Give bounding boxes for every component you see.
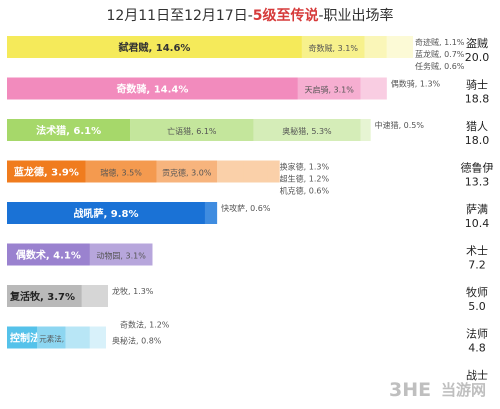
- bar-segment: [364, 36, 387, 58]
- segment-label-outside: 换家德, 1.3%: [280, 162, 330, 172]
- class-total-label: 13.3: [465, 176, 490, 189]
- bar-segment: [400, 36, 414, 58]
- bar-segment: [130, 119, 254, 141]
- segment-label: 动物园, 3.1%: [96, 251, 146, 261]
- segment-label-outside: 超生德, 1.2%: [280, 174, 330, 184]
- segment-label: 瑞德, 3.5%: [100, 168, 142, 178]
- bar-segment: [156, 160, 218, 183]
- watermark-logo-text: 3HE: [389, 379, 431, 401]
- bar-segment: [7, 119, 131, 141]
- class-row: 战士: [466, 369, 488, 382]
- class-total-label: 10.4: [465, 217, 490, 230]
- segment-label-outside: 龙牧, 1.3%: [112, 286, 154, 296]
- segment-label: 奇数贼, 3.1%: [309, 43, 359, 53]
- segment-label-outside: 蓝龙贼, 0.7%: [415, 49, 465, 59]
- segment-label: 法术猎, 6.1%: [36, 124, 101, 137]
- site-watermark: 3HE 当游网: [385, 370, 500, 405]
- title-suffix: -职业出场率: [318, 8, 394, 24]
- watermark-logo: 3HE 当游网: [389, 379, 486, 401]
- segment-label-outside: 快攻萨, 0.6%: [221, 203, 271, 213]
- watermark-site-text: 当游网: [441, 381, 486, 399]
- bar-segment: [297, 77, 361, 100]
- bar-segment: [7, 285, 82, 307]
- class-total-label: 4.8: [468, 342, 486, 355]
- segment-label-outside: 偶数骑, 1.3%: [391, 79, 441, 89]
- bar-segment: [7, 36, 302, 58]
- chart-title: 12月11日至12月17日-5级至传说-职业出场率: [0, 5, 500, 25]
- bar-segment: [253, 119, 361, 141]
- title-rank-range: 5级至传说: [252, 8, 319, 24]
- bar-segment: [7, 243, 90, 266]
- bar-segment: [243, 160, 268, 183]
- bar-segment: [204, 202, 218, 224]
- class-name-label: 牧师: [466, 285, 488, 299]
- segment-label: 贡克德, 3.0%: [162, 168, 212, 178]
- segment-label-outside: 机克德, 0.6%: [280, 186, 330, 196]
- class-name-label: 盗贼: [466, 36, 488, 50]
- bar-segment: [217, 160, 244, 183]
- segment-label: 奥秘猎, 5.3%: [282, 126, 332, 136]
- segment-label: 蓝龙德, 3.9%: [14, 166, 79, 179]
- segment-label-outside: 任务贼, 0.6%: [415, 61, 465, 71]
- class-total-label: 18.8: [465, 93, 490, 106]
- bar-segment: [7, 202, 205, 224]
- bar-segment: [360, 119, 371, 141]
- class-total-label: 20.0: [465, 51, 490, 64]
- segment-label: 元素法, 1.4%: [39, 334, 85, 344]
- segment-label-outside: 奇数法, 1.2%: [120, 320, 170, 330]
- bar-segment: [7, 160, 86, 183]
- bar-segment: [386, 36, 401, 58]
- class-name-label: 骑士: [466, 79, 488, 92]
- class-name-label: 术士: [466, 245, 488, 258]
- bar-segment: [7, 77, 298, 100]
- segment-label: 天启骑, 3.1%: [304, 85, 354, 95]
- bar-segment: [65, 326, 90, 349]
- bar-segment: [81, 285, 108, 307]
- bar-segment: [89, 326, 106, 349]
- segment-label-outside: 奥秘法, 0.8%: [112, 336, 162, 346]
- class-name-label: 猎人: [466, 119, 488, 133]
- segment-label-outside: 奇迹贼, 1.1%: [415, 37, 465, 47]
- segment-label: 战吼萨, 9.8%: [73, 207, 138, 220]
- bar-segment: [37, 326, 66, 349]
- class-name-label: 战士: [466, 369, 488, 382]
- segment-label: 偶数术, 4.1%: [15, 249, 81, 262]
- segment-label: 复活牧, 3.7%: [9, 290, 75, 303]
- bar-segment: [267, 160, 280, 183]
- segment-label: 弑君贼, 14.6%: [117, 41, 190, 54]
- bar-segment: [7, 326, 38, 349]
- class-name-label: 德鲁伊: [461, 161, 494, 175]
- class-name-label: 法师: [466, 327, 488, 341]
- title-date-range: 12月11日至12月17日-: [106, 8, 253, 24]
- class-total-label: 7.2: [468, 259, 486, 272]
- class-row: 术士7.2 偶数术, 4.1% 动物园, 3.1%: [7, 243, 488, 272]
- bar-segment: [360, 77, 387, 100]
- class-total-label: 5.0: [468, 300, 486, 313]
- class-row: 牧师5.0 复活牧, 3.7% 龙牧, 1.3%: [7, 285, 488, 313]
- segment-label-outside: 中速猎, 0.5%: [375, 120, 425, 130]
- bar-segment: [85, 160, 157, 183]
- segment-label: 奇数骑, 14.4%: [116, 83, 188, 96]
- bar-segment: [301, 36, 365, 58]
- class-total-label: 18.0: [465, 134, 490, 147]
- segment-label: 亡语猎, 6.1%: [167, 126, 217, 136]
- class-name-label: 萨满: [466, 203, 488, 216]
- bar-segment: [89, 243, 153, 266]
